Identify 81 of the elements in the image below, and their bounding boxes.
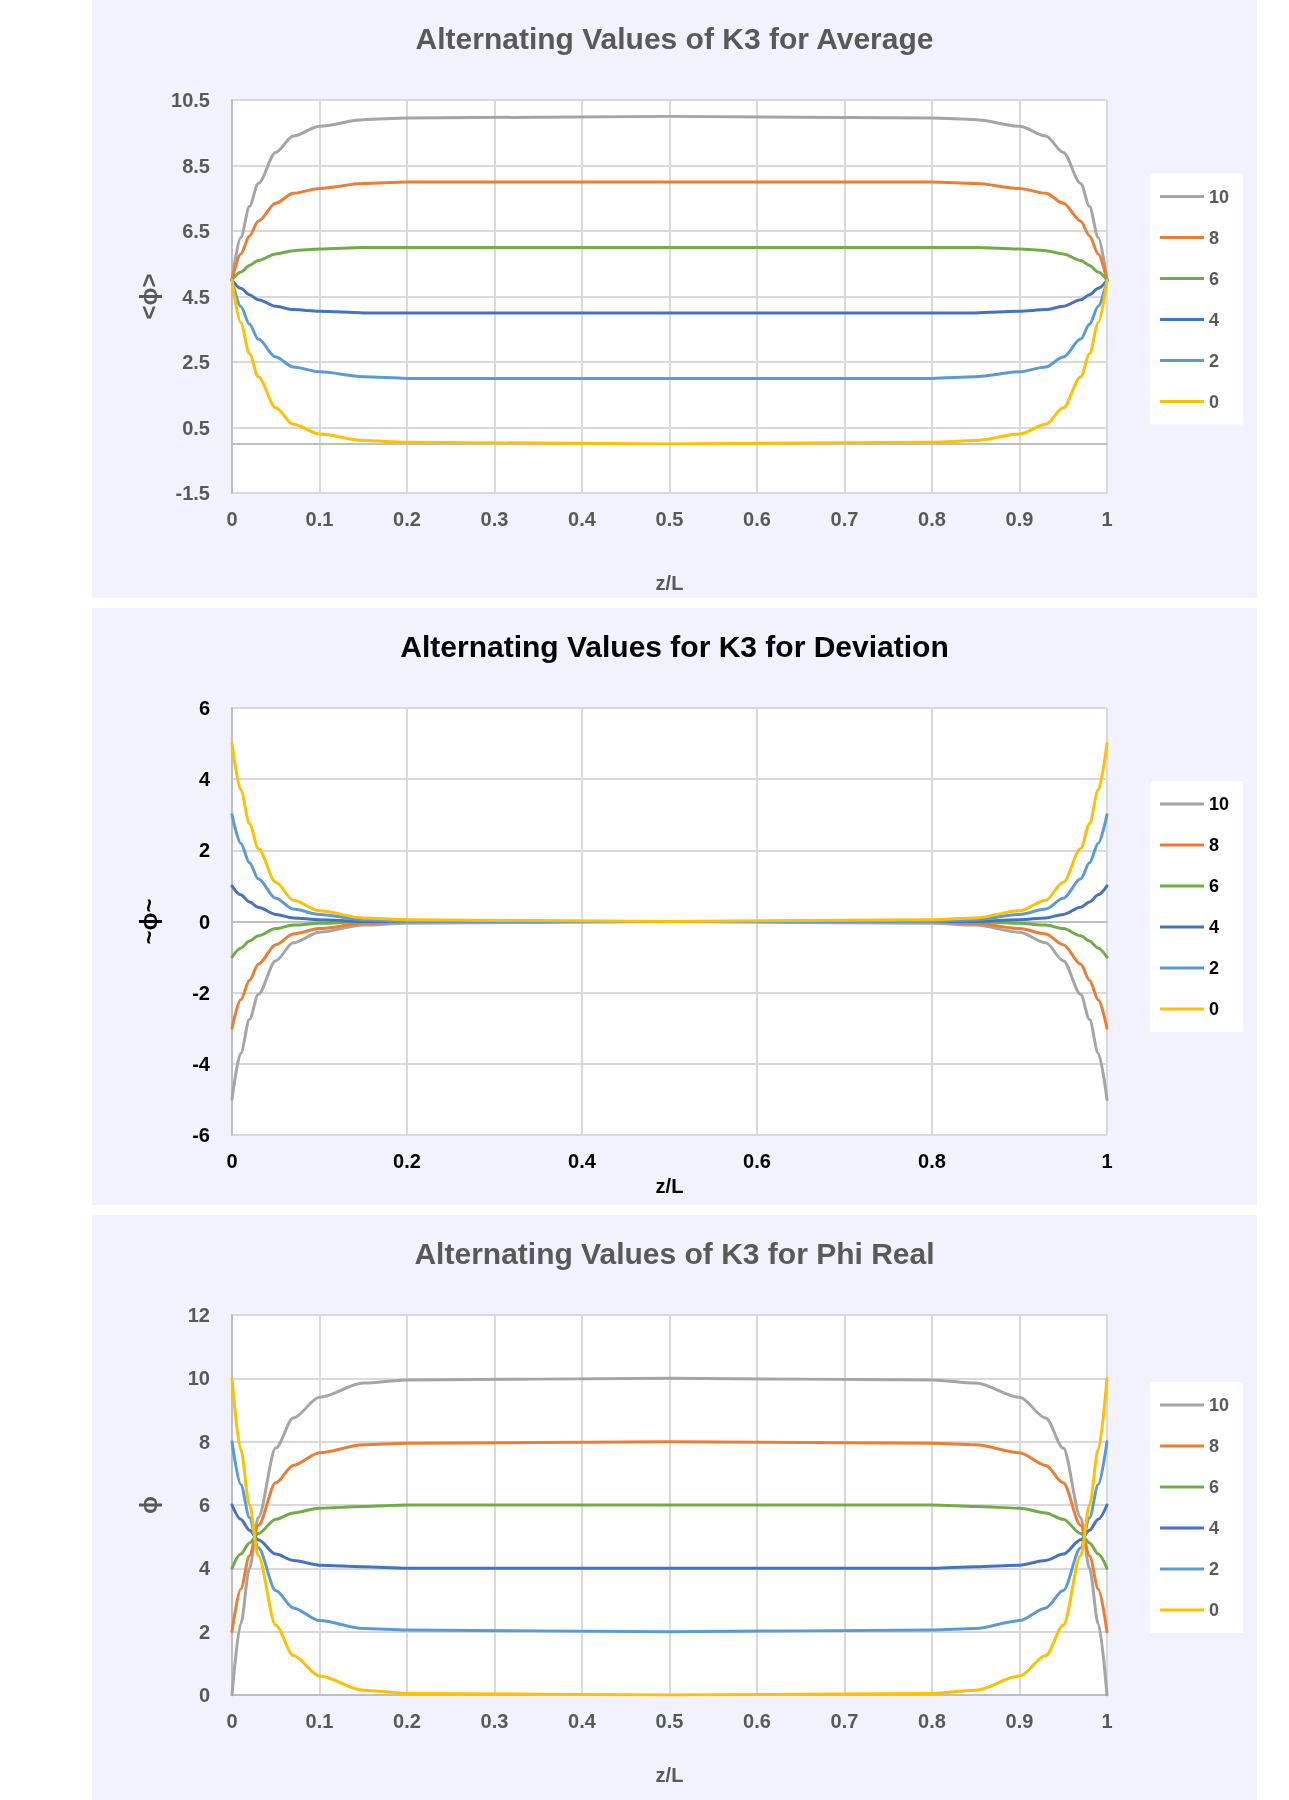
x-axis-title: z/L (655, 1174, 684, 1197)
y-axis-title: ~ϕ~ (134, 898, 162, 945)
y-tick-label: -4 (192, 1052, 211, 1075)
legend-label: 2 (1208, 350, 1219, 371)
legend-label: 6 (1208, 1477, 1219, 1497)
x-tick-label: 0.2 (393, 508, 421, 530)
x-tick-label: 0.2 (393, 1710, 421, 1732)
legend-label: 10 (1208, 794, 1230, 814)
legend-label: 4 (1208, 1518, 1219, 1538)
chart-title: Alternating Values of K3 for Phi Real (414, 1236, 935, 1270)
x-tick-label: 0 (226, 1710, 238, 1732)
x-tick-label: 0.6 (743, 508, 771, 530)
x-tick-label: 0.7 (830, 1710, 859, 1732)
chart-title: Alternating Values for K3 for Deviation (400, 629, 949, 663)
y-axis-title: <ϕ> (134, 273, 162, 320)
y-tick-label: 10.5 (171, 89, 210, 111)
x-tick-label: 0.6 (743, 1710, 771, 1732)
legend-label: 6 (1208, 876, 1219, 896)
x-tick-label: 0.3 (480, 1710, 509, 1732)
y-tick-label: -1.5 (175, 482, 210, 504)
x-tick-label: 1 (1101, 1710, 1113, 1732)
x-tick-label: 0 (226, 508, 238, 530)
legend-label: 6 (1208, 268, 1219, 289)
y-tick-label: 6 (198, 697, 210, 719)
chart-title: Alternating Values of K3 for Average (415, 21, 934, 55)
legend-label: 0 (1208, 1600, 1219, 1620)
y-tick-label: 2 (198, 839, 210, 862)
x-tick-label: 0.1 (305, 508, 334, 530)
line-series (230, 245, 1109, 282)
line-series (230, 1440, 1109, 1634)
x-tick-label: 0.9 (1005, 1710, 1034, 1732)
x-axis-title: z/L (655, 1764, 684, 1786)
line-series (230, 742, 1109, 923)
x-tick-label: 1 (1101, 1150, 1113, 1172)
x-tick-label: 0 (226, 1150, 238, 1172)
y-tick-label: 4 (198, 1557, 211, 1580)
y-tick-label: 6 (198, 1494, 210, 1516)
x-axis-title: z/L (655, 572, 684, 594)
y-tick-label: 2.5 (182, 351, 210, 373)
legend-label: 0 (1208, 391, 1219, 412)
x-tick-label: 0.8 (918, 508, 946, 530)
legend-label: 0 (1208, 999, 1219, 1019)
y-tick-label: -2 (192, 981, 210, 1004)
y-tick-label: -6 (192, 1124, 210, 1146)
y-tick-label: 0 (198, 910, 210, 933)
x-tick-label: 0.5 (655, 508, 684, 530)
x-tick-label: 0.4 (568, 1150, 597, 1172)
x-tick-label: 1 (1101, 508, 1113, 530)
y-tick-label: 10 (187, 1367, 210, 1390)
x-tick-label: 0.8 (918, 1710, 946, 1732)
y-axis-title: ϕ (134, 1496, 162, 1514)
x-tick-label: 0.3 (480, 508, 509, 530)
legend-label: 10 (1208, 1395, 1230, 1415)
y-tick-label: 2 (198, 1620, 210, 1643)
y-tick-label: 6.5 (182, 220, 210, 242)
x-tick-label: 0.7 (830, 508, 859, 530)
y-tick-label: 4.5 (182, 285, 210, 308)
line-series (230, 1503, 1109, 1570)
legend-label: 8 (1208, 835, 1219, 855)
legend-label: 8 (1208, 227, 1219, 248)
x-tick-label: 0.4 (568, 1710, 597, 1732)
y-tick-label: 0.5 (182, 416, 210, 439)
legend-label: 10 (1208, 186, 1230, 207)
x-tick-label: 0.9 (1005, 508, 1034, 530)
legend-label: 4 (1208, 917, 1219, 937)
legend-label: 4 (1208, 309, 1219, 330)
legend-label: 2 (1208, 958, 1219, 978)
legend-label: 8 (1208, 1436, 1219, 1456)
y-tick-label: 4 (198, 768, 211, 791)
y-tick-label: 12 (187, 1304, 210, 1326)
legend-label: 2 (1208, 1559, 1219, 1579)
x-tick-label: 0.6 (743, 1150, 771, 1172)
x-tick-label: 0.4 (568, 508, 597, 530)
x-tick-label: 0.8 (918, 1150, 946, 1172)
x-tick-label: 0.2 (393, 1150, 421, 1172)
y-tick-label: 8 (198, 1430, 210, 1453)
y-tick-label: 8.5 (182, 154, 210, 177)
line-series (230, 278, 1109, 446)
x-tick-label: 0.1 (305, 1710, 334, 1732)
y-tick-label: 0 (198, 1684, 210, 1706)
x-tick-label: 0.5 (655, 1710, 684, 1732)
